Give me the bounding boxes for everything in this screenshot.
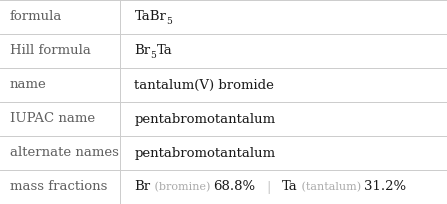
Text: pentabromotantalum: pentabromotantalum bbox=[135, 146, 275, 160]
Text: Br: Br bbox=[135, 44, 151, 58]
Text: IUPAC name: IUPAC name bbox=[9, 112, 95, 125]
Text: formula: formula bbox=[9, 10, 62, 23]
Text: 31.2%: 31.2% bbox=[364, 181, 406, 194]
Text: |: | bbox=[256, 181, 282, 194]
Text: alternate names: alternate names bbox=[9, 146, 118, 160]
Text: Br: Br bbox=[135, 181, 151, 194]
Text: TaBr: TaBr bbox=[135, 10, 166, 23]
Text: pentabromotantalum: pentabromotantalum bbox=[135, 112, 275, 125]
Text: 5: 5 bbox=[166, 17, 172, 26]
Text: name: name bbox=[9, 79, 46, 92]
Text: Hill formula: Hill formula bbox=[9, 44, 90, 58]
Text: 5: 5 bbox=[151, 51, 156, 60]
Text: (tantalum): (tantalum) bbox=[298, 182, 364, 192]
Text: (bromine): (bromine) bbox=[151, 182, 213, 192]
Text: Ta: Ta bbox=[282, 181, 298, 194]
Text: tantalum(V) bromide: tantalum(V) bromide bbox=[135, 79, 274, 92]
Text: 68.8%: 68.8% bbox=[213, 181, 256, 194]
Text: mass fractions: mass fractions bbox=[9, 181, 107, 194]
Text: Ta: Ta bbox=[156, 44, 172, 58]
